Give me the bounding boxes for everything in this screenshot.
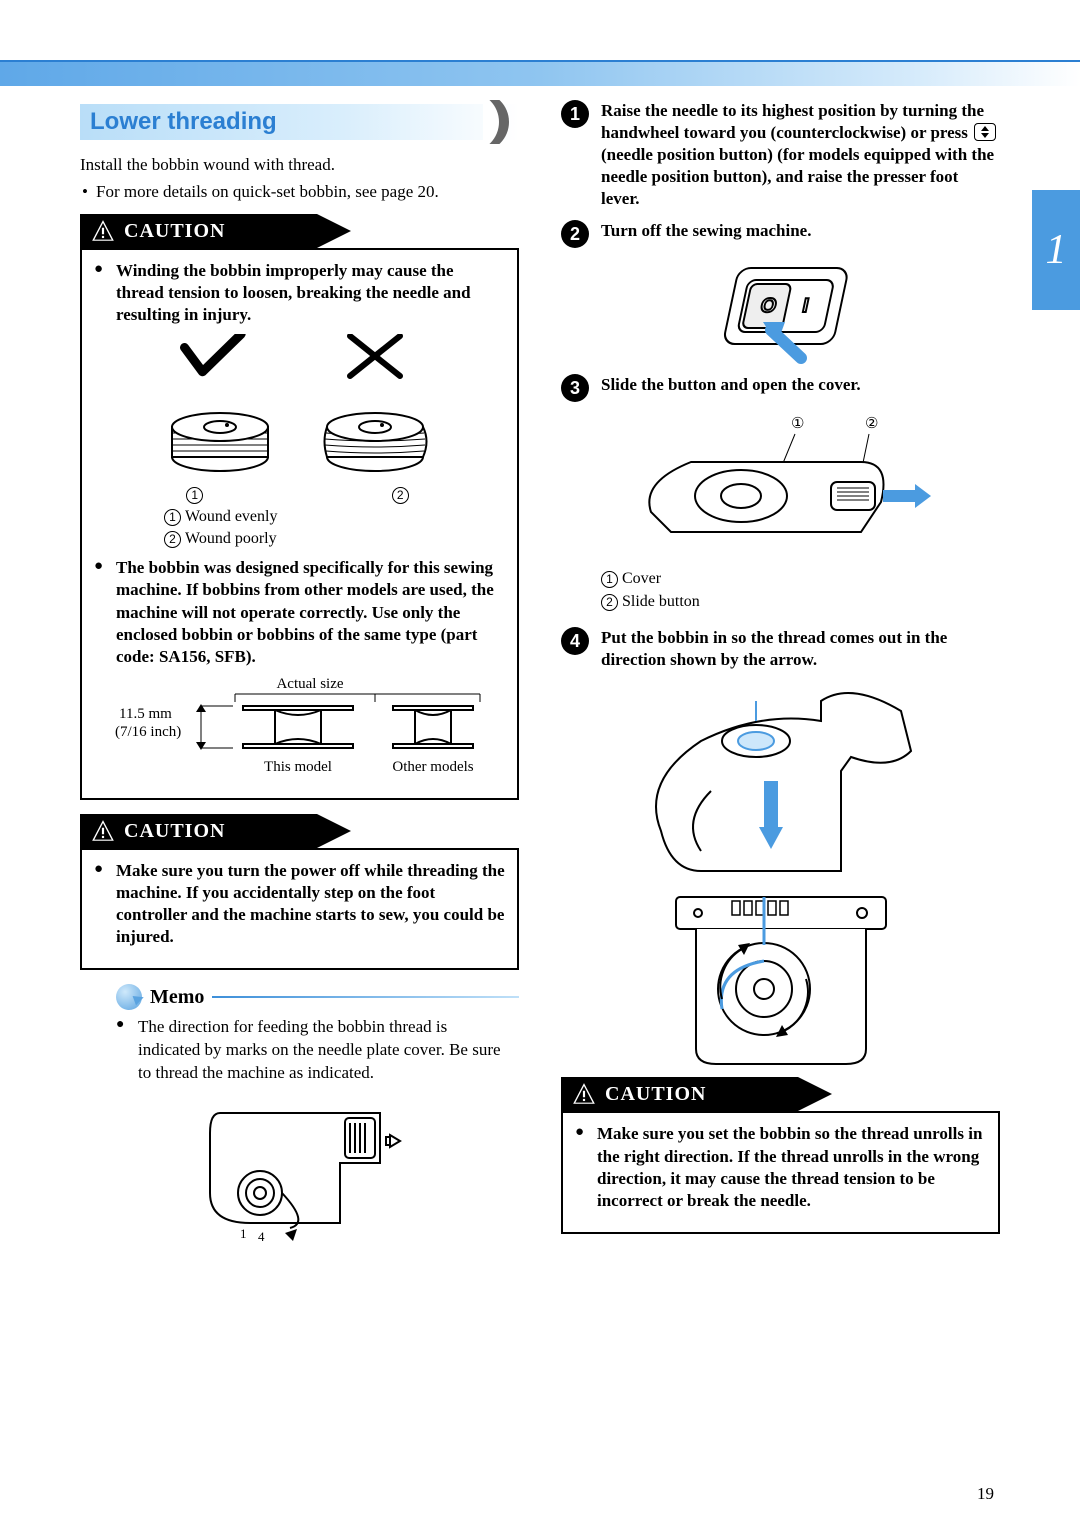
step-number: 3 <box>561 374 589 402</box>
memo-icon <box>116 984 142 1010</box>
chapter-side-tab: 1 <box>1032 190 1080 310</box>
svg-text:4: 4 <box>258 1229 265 1243</box>
cover-slide-figure: ① ② <box>561 412 1000 562</box>
header-gradient-bar <box>0 60 1080 86</box>
step1-text: Raise the needle to its highest position… <box>601 100 1000 210</box>
chapter-number: 1 <box>1046 226 1067 274</box>
fig1-num2: 2 <box>392 487 409 504</box>
svg-text:11.5 mm: 11.5 mm <box>119 706 172 722</box>
bobbin-direction-figure <box>561 889 1000 1069</box>
step-4: 4 Put the bobbin in so the thread comes … <box>561 627 1000 671</box>
caution-label: CAUTION <box>80 214 519 248</box>
step2-text: Turn off the sewing machine. <box>601 220 811 248</box>
page-number: 19 <box>977 1484 994 1504</box>
step-number: 1 <box>561 100 589 128</box>
svg-text:②: ② <box>865 416 878 432</box>
step-2: 2 Turn off the sewing machine. <box>561 220 1000 248</box>
memo-title: Memo <box>150 986 204 1009</box>
caution-label: CAUTION <box>80 814 519 848</box>
bobbin-size-figure: Actual size 11.5 mm (7/16 inch) <box>94 676 505 786</box>
fig1-num1: 1 <box>186 487 203 504</box>
right-column: 1 Raise the needle to its highest positi… <box>555 100 1000 1486</box>
step-1: 1 Raise the needle to its highest positi… <box>561 100 1000 210</box>
svg-text:This model: This model <box>264 759 332 775</box>
caution-banner: CAUTION <box>561 1077 1000 1111</box>
caution-banner: CAUTION <box>80 814 519 848</box>
caution2-item1: Make sure you turn the power off while t… <box>94 860 505 948</box>
needle-position-button-icon <box>974 123 996 141</box>
caution-box-1: Winding the bobbin improperly may cause … <box>80 248 519 800</box>
svg-text:(7/16 inch): (7/16 inch) <box>115 724 181 740</box>
svg-text:Actual size: Actual size <box>276 676 343 692</box>
step4-text: Put the bobbin in so the thread comes ou… <box>601 627 1000 671</box>
svg-text:①: ① <box>791 416 804 432</box>
caution3-item1: Make sure you set the bobbin so the thre… <box>575 1123 986 1211</box>
memo-item1: The direction for feeding the bobbin thr… <box>116 1016 509 1085</box>
caution-box-3: Make sure you set the bobbin so the thre… <box>561 1111 1000 1233</box>
legend-slide-button: Slide button <box>622 593 700 610</box>
caution-label: CAUTION <box>561 1077 1000 1111</box>
section-title: Lower threading <box>80 100 519 144</box>
intro-note: For more details on quick-set bobbin, se… <box>80 181 519 204</box>
legend-cover: Cover <box>622 570 661 587</box>
page-content: Lower threading Install the bobbin wound… <box>80 100 1000 1486</box>
bobbin-legend: 1Wound evenly 2Wound poorly <box>94 506 505 549</box>
intro-text: Install the bobbin wound with thread. <box>80 154 519 177</box>
cover-legend: 1Cover 2Slide button <box>561 568 1000 613</box>
step-number: 2 <box>561 220 589 248</box>
step-3: 3 Slide the button and open the cover. <box>561 374 1000 402</box>
caution1-item2: The bobbin was designed specifically for… <box>94 557 505 667</box>
bobbin-insert-figure <box>561 681 1000 881</box>
svg-text:1: 1 <box>240 1226 247 1241</box>
needle-plate-figure: 1 4 <box>80 1093 519 1243</box>
caution1-item1: Winding the bobbin improperly may cause … <box>94 260 505 326</box>
bobbin-comparison-figure <box>94 334 505 484</box>
step-number: 4 <box>561 627 589 655</box>
caution-banner: CAUTION <box>80 214 519 248</box>
svg-text:Other models: Other models <box>392 759 473 775</box>
left-column: Lower threading Install the bobbin wound… <box>80 100 525 1486</box>
caution-box-2: Make sure you turn the power off while t… <box>80 848 519 970</box>
step3-text: Slide the button and open the cover. <box>601 374 861 402</box>
section-title-block: Lower threading <box>80 100 519 144</box>
memo-header: Memo <box>116 984 519 1010</box>
power-switch-figure: O I <box>561 258 1000 368</box>
